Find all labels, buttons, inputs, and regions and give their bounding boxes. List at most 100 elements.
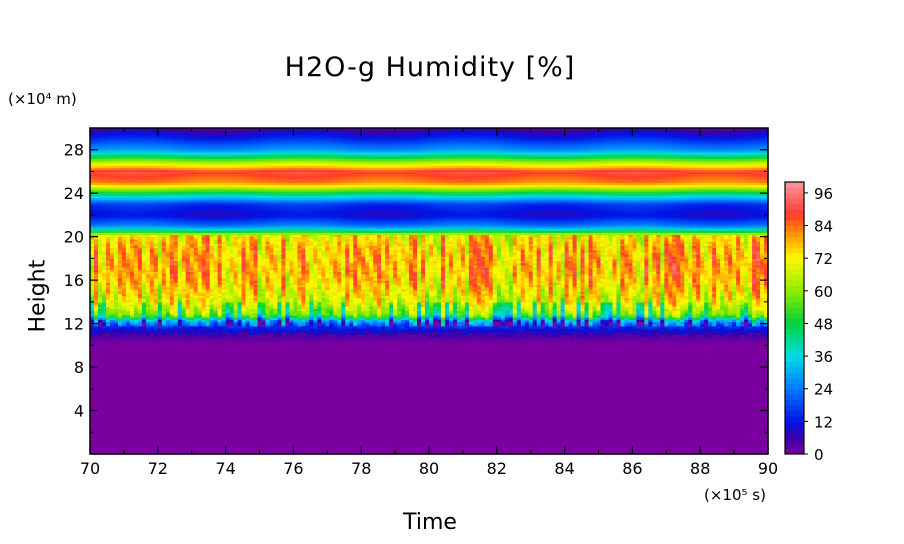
heatmap-cell xyxy=(321,423,326,427)
heatmap-cell xyxy=(624,421,630,425)
heatmap-cell xyxy=(636,423,641,427)
heatmap-cell xyxy=(165,410,171,414)
heatmap-cell xyxy=(464,443,470,446)
heatmap-cell xyxy=(748,440,753,444)
heatmap-cell xyxy=(572,440,578,444)
heatmap-cell xyxy=(460,412,466,416)
heatmap-cell xyxy=(624,434,630,438)
heatmap-cell xyxy=(532,410,538,414)
heatmap-cell xyxy=(109,419,115,422)
heatmap-cell xyxy=(620,436,626,440)
heatmap-cell xyxy=(728,436,733,440)
heatmap-cell xyxy=(652,425,657,429)
heatmap-cell xyxy=(365,421,370,425)
heatmap-cell xyxy=(660,412,665,416)
heatmap-cell xyxy=(105,449,111,453)
heatmap-cell xyxy=(277,427,283,431)
heatmap-cell xyxy=(193,443,199,446)
heatmap-cell xyxy=(297,432,302,436)
heatmap-cell xyxy=(500,440,506,444)
heatmap-cell xyxy=(700,430,705,433)
heatmap-cell xyxy=(349,427,354,431)
heatmap-cell xyxy=(421,447,426,451)
heatmap-cell xyxy=(381,427,386,431)
heatmap-cell xyxy=(225,408,231,412)
heatmap-cell xyxy=(692,434,697,438)
heatmap-cell xyxy=(620,419,626,422)
heatmap-cell xyxy=(377,434,382,438)
heatmap-cell xyxy=(133,438,139,442)
heatmap-cell xyxy=(217,436,223,440)
heatmap-cell xyxy=(608,432,614,436)
heatmap-cell xyxy=(732,432,737,436)
heatmap-cell xyxy=(389,447,394,451)
heatmap-cell xyxy=(612,447,618,451)
heatmap-cell xyxy=(105,447,111,451)
heatmap-cell xyxy=(213,434,219,438)
heatmap-cell xyxy=(508,414,514,418)
heatmap-cell xyxy=(265,445,271,449)
heatmap-cell xyxy=(640,447,645,451)
heatmap-cell xyxy=(704,430,709,433)
heatmap-cell xyxy=(636,419,641,422)
heatmap-cell xyxy=(385,438,390,442)
heatmap-cell xyxy=(353,451,358,455)
heatmap-cell xyxy=(197,449,203,453)
heatmap-cell xyxy=(608,414,614,418)
heatmap-cell xyxy=(225,445,231,449)
heatmap-cell xyxy=(149,423,155,427)
heatmap-cell xyxy=(596,447,602,451)
heatmap-cell xyxy=(612,417,618,420)
heatmap-cell xyxy=(93,412,99,416)
heatmap-cell xyxy=(137,449,143,453)
heatmap-cell xyxy=(612,430,618,433)
heatmap-cell xyxy=(528,417,534,420)
heatmap-cell xyxy=(121,410,127,414)
heatmap-cell xyxy=(357,417,362,420)
heatmap-cell xyxy=(636,443,641,446)
heatmap-cell xyxy=(293,445,298,449)
heatmap-cell xyxy=(313,427,318,431)
heatmap-cell xyxy=(448,445,454,449)
heatmap-cell xyxy=(309,427,314,431)
heatmap-cell xyxy=(121,430,127,433)
heatmap-cell xyxy=(464,440,470,444)
heatmap-cell xyxy=(588,421,594,425)
heatmap-cell xyxy=(377,451,382,455)
heatmap-cell xyxy=(293,451,298,455)
heatmap-cell xyxy=(425,412,430,416)
heatmap-cell xyxy=(508,430,514,433)
heatmap-cell xyxy=(584,425,590,429)
heatmap-cell xyxy=(472,412,478,416)
heatmap-cell xyxy=(684,445,689,449)
heatmap-cell xyxy=(393,432,398,436)
heatmap-cell xyxy=(389,449,394,453)
heatmap-cell xyxy=(536,432,542,436)
heatmap-cell xyxy=(149,445,155,449)
heatmap-cell xyxy=(624,430,630,433)
heatmap-cell xyxy=(556,440,562,444)
heatmap-cell xyxy=(113,449,119,453)
heatmap-cell xyxy=(644,417,649,420)
heatmap-cell xyxy=(237,436,243,440)
heatmap-cell xyxy=(285,412,291,416)
heatmap-cell xyxy=(425,443,430,446)
heatmap-cell xyxy=(608,410,614,414)
heatmap-cell xyxy=(313,445,318,449)
heatmap-cell xyxy=(237,425,243,429)
heatmap-cell xyxy=(624,436,630,440)
heatmap-cell xyxy=(624,419,630,422)
heatmap-cell xyxy=(313,451,318,455)
heatmap-cell xyxy=(636,421,641,425)
heatmap-cell xyxy=(405,410,410,414)
heatmap-cell xyxy=(117,432,123,436)
heatmap-cell xyxy=(397,417,402,420)
heatmap-cell xyxy=(736,410,741,414)
heatmap-cell xyxy=(109,408,115,412)
heatmap-cell xyxy=(756,449,761,453)
heatmap-cell xyxy=(616,423,622,427)
heatmap-cell xyxy=(121,432,127,436)
heatmap-cell xyxy=(488,419,494,422)
heatmap-cell xyxy=(676,425,681,429)
heatmap-cell xyxy=(460,440,466,444)
